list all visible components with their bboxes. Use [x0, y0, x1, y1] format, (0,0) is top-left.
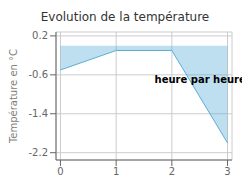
svg-text:2: 2 [169, 166, 175, 177]
svg-text:0.2: 0.2 [32, 30, 48, 41]
svg-text:0: 0 [57, 166, 63, 177]
svg-text:1: 1 [113, 166, 119, 177]
svg-text:heure par heure: heure par heure [155, 74, 242, 85]
svg-text:-1.4: -1.4 [28, 108, 48, 119]
svg-text:-0.6: -0.6 [28, 69, 48, 80]
svg-text:Température en °C: Température en °C [8, 49, 19, 144]
html-text:Evolution de la température: Evolution de la température [40, 10, 210, 24]
svg-text:3: 3 [224, 166, 230, 177]
svg-text:-2.2: -2.2 [28, 147, 48, 158]
